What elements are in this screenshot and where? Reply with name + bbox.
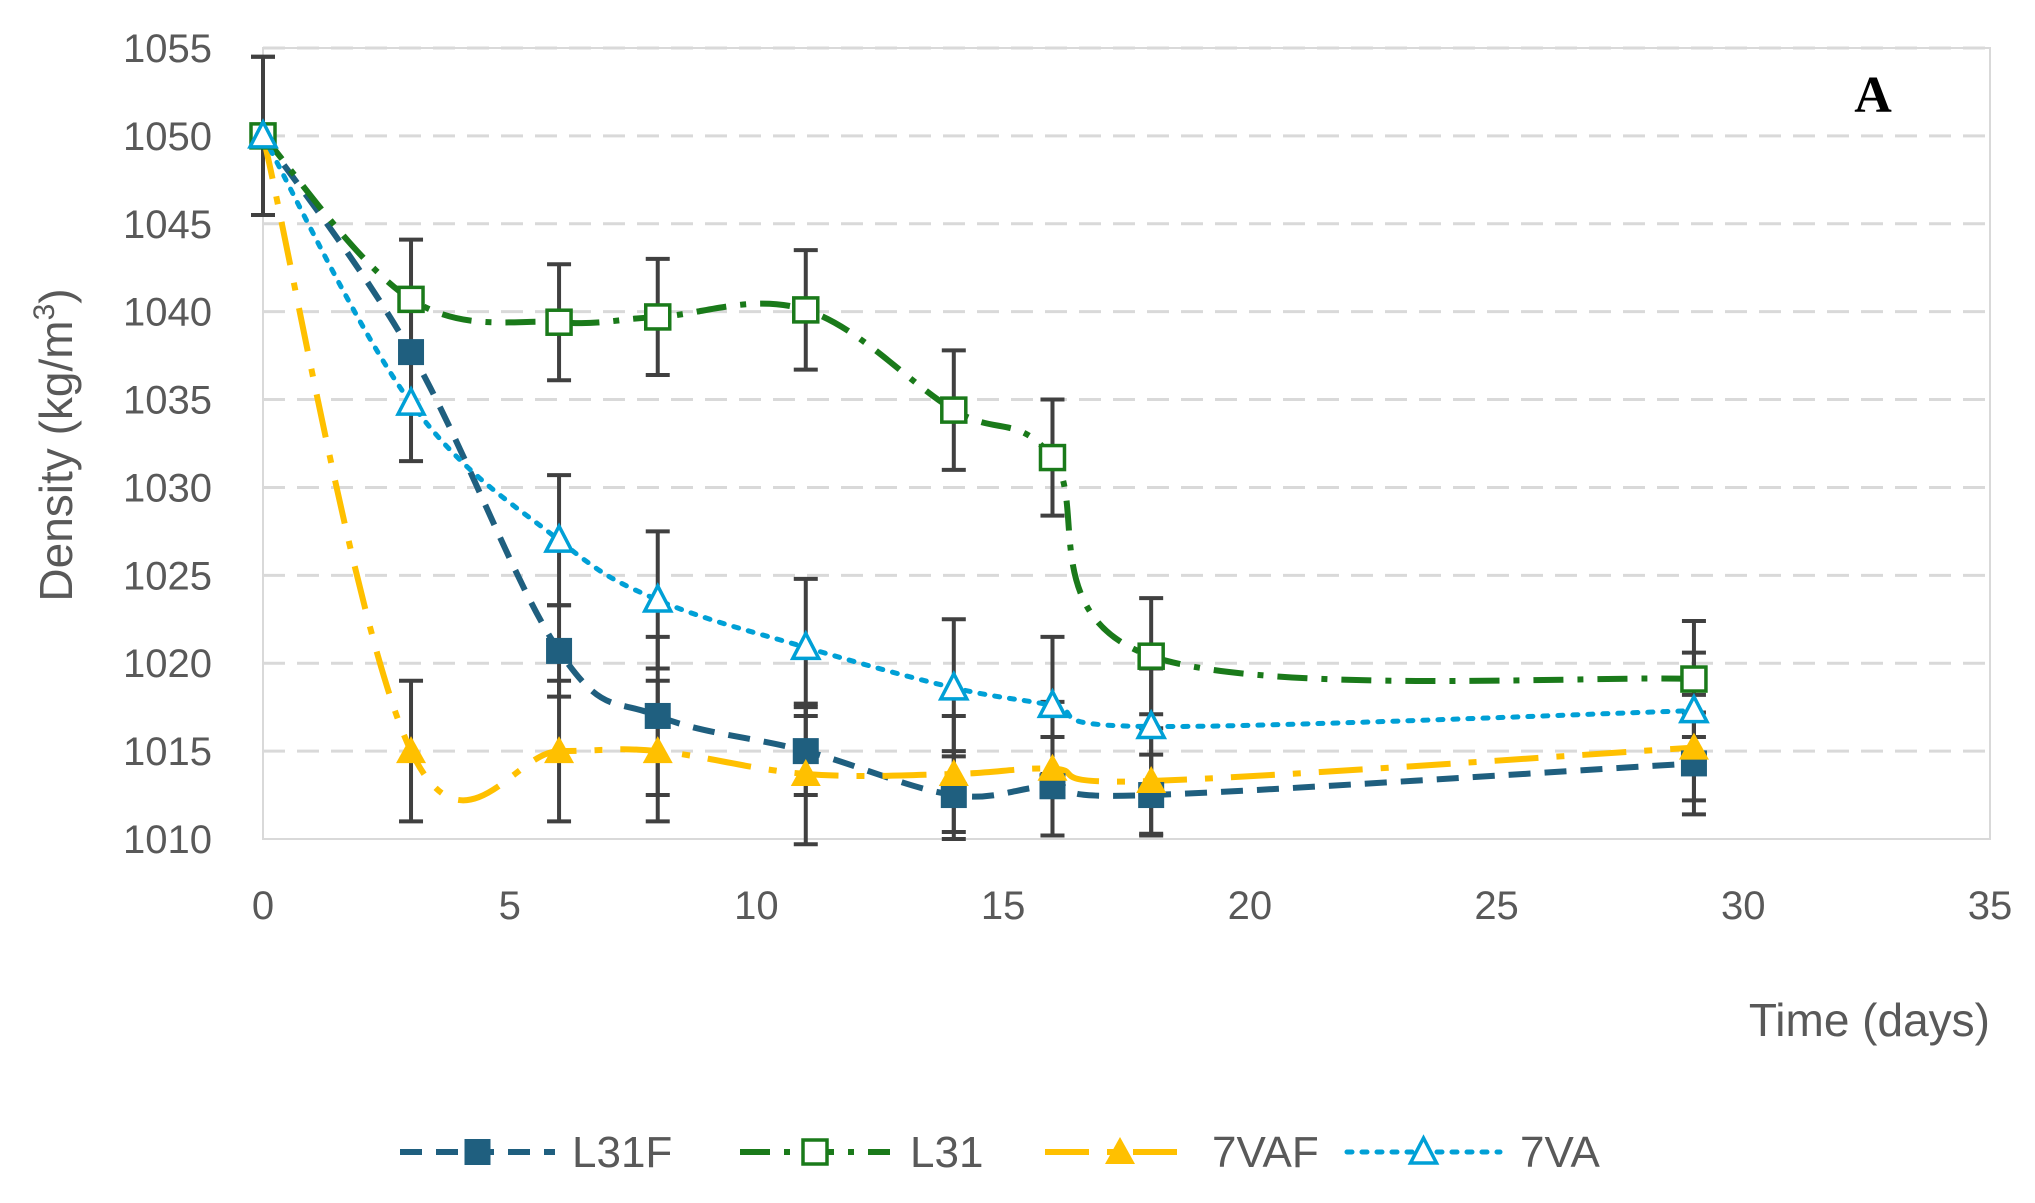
data-point-7va [1678, 692, 1710, 724]
legend-label: L31 [910, 1128, 983, 1177]
data-point-7va [937, 670, 970, 701]
data-point-7va [1135, 708, 1168, 740]
data-point-l31 [792, 296, 820, 324]
data-point-7vaf [544, 736, 575, 764]
legend-entry-l31: L31 [740, 1128, 983, 1177]
series-line-7vaf [260, 135, 1695, 804]
data-point-l31 [940, 396, 968, 424]
data-point-7va [1036, 687, 1069, 719]
x-tick-label: 10 [734, 884, 779, 928]
plot-frame [262, 47, 1991, 840]
data-point-7va [543, 522, 575, 553]
data-point-7va [641, 582, 674, 613]
legend: L31F L31 7VAF 7VA [400, 1128, 1601, 1177]
data-point-l31f [398, 339, 425, 366]
x-tick-label: 35 [1968, 884, 2013, 928]
legend-marker [1407, 1134, 1440, 1165]
series-markers [247, 118, 1710, 809]
x-tick-label: 15 [981, 884, 1026, 928]
y-tick-label: 1030 [123, 466, 212, 510]
data-point-7va [395, 385, 427, 416]
x-tick-label: 25 [1474, 884, 1519, 928]
data-point-l31 [1680, 665, 1708, 693]
legend-marker [464, 1139, 491, 1165]
data-point-7vaf [642, 736, 673, 764]
legend-label: 7VA [1520, 1128, 1601, 1177]
legend-label: 7VAF [1212, 1128, 1319, 1177]
y-tick-label: 1050 [123, 115, 212, 159]
legend-entry-7vaf: 7VAF [1045, 1128, 1319, 1177]
panel-label: A [1854, 67, 1892, 124]
data-point-7vaf [790, 758, 821, 786]
x-axis-title: Time (days) [1749, 994, 1990, 1046]
data-point-l31f [644, 702, 671, 729]
y-tick-label: 1025 [123, 554, 212, 598]
data-point-l31 [1038, 443, 1067, 472]
data-point-l31 [545, 308, 573, 336]
y-axis-title: Density (kg/m3) [28, 288, 82, 601]
data-point-7vaf [1136, 765, 1167, 793]
y-tick-label: 1010 [123, 818, 212, 862]
x-tick-label: 20 [1228, 884, 1273, 928]
data-point-l31 [643, 303, 672, 331]
y-tick-label: 1020 [123, 642, 212, 686]
data-point-7va [789, 629, 822, 661]
y-axis-title-main: Density (kg/m [30, 320, 82, 601]
data-point-7va [247, 118, 279, 149]
x-tick-label: 30 [1721, 884, 1766, 928]
legend-entry-7va: 7VA [1344, 1128, 1601, 1177]
legend-label: L31F [572, 1128, 672, 1177]
y-tick-label: 1015 [123, 730, 212, 774]
data-point-7vaf [396, 736, 427, 764]
data-point-l31 [1137, 642, 1165, 670]
legend-marker [801, 1138, 829, 1166]
data-point-7vaf [1678, 732, 1709, 760]
series-line-7va [260, 133, 1697, 730]
legend-entry-l31f: L31F [400, 1128, 672, 1177]
x-tick-label: 0 [252, 884, 274, 928]
legend-marker [1105, 1137, 1135, 1164]
y-tick-label: 1055 [123, 27, 212, 71]
y-tick-label: 1040 [123, 291, 212, 335]
y-axis-title-superscript: 3 [28, 304, 61, 321]
y-axis-ticks: 1010 1015 1020 1025 1030 1035 1040 1045 1050 1055 [123, 27, 212, 862]
x-axis-ticks: 0 5 10 15 20 25 30 35 [252, 884, 2012, 928]
data-point-7vaf [938, 758, 969, 786]
data-point-l31 [397, 285, 425, 314]
y-tick-label: 1035 [123, 379, 212, 423]
series-line-l31 [260, 133, 1695, 685]
y-axis-title-close: ) [30, 288, 82, 303]
data-point-l31f [940, 782, 967, 809]
x-tick-label: 5 [499, 884, 521, 928]
y-tick-label: 1045 [123, 203, 212, 247]
data-point-7vaf [1037, 753, 1068, 781]
data-point-l31f [546, 637, 573, 664]
